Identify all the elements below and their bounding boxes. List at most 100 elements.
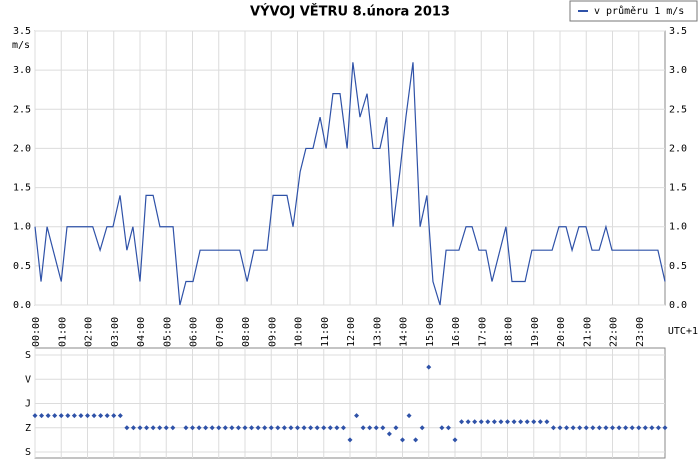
data-point <box>367 425 373 431</box>
x-tick-label: 23:00 <box>635 317 646 347</box>
legend-label: v průměru 1 m/s <box>594 5 684 17</box>
x-tick-label: 18:00 <box>504 317 515 347</box>
data-point <box>518 419 524 425</box>
data-point <box>222 425 228 431</box>
data-point <box>610 425 615 431</box>
x-tick-label: 06:00 <box>189 317 200 347</box>
data-point <box>564 425 570 431</box>
x-tick-label: 22:00 <box>609 317 620 347</box>
data-point <box>426 364 432 370</box>
x-tick-label: 05:00 <box>162 317 173 347</box>
data-point <box>255 425 261 431</box>
data-point <box>347 437 353 443</box>
data-point <box>281 425 287 431</box>
data-point <box>524 419 530 425</box>
data-point <box>268 425 274 431</box>
data-point <box>117 413 123 419</box>
data-point <box>413 437 419 443</box>
data-point <box>163 425 169 431</box>
data-point <box>577 425 583 431</box>
data-point <box>491 419 497 425</box>
data-point <box>137 425 143 431</box>
x-tick-label: 20:00 <box>556 317 567 347</box>
data-point <box>39 413 45 419</box>
y-tick-label: J <box>25 399 31 410</box>
y-tick-label: 0.0 <box>13 300 31 311</box>
data-point <box>373 425 379 431</box>
data-point <box>590 425 596 431</box>
data-point <box>249 425 255 431</box>
x-tick-label: 02:00 <box>84 317 95 347</box>
data-point <box>400 437 405 443</box>
data-point <box>537 419 543 425</box>
y2-tick-label: 1.0 <box>669 222 687 233</box>
data-point <box>71 413 77 419</box>
data-point <box>557 425 563 431</box>
data-point <box>472 419 478 425</box>
x-tick-label: 03:00 <box>110 317 121 347</box>
x-tick-label: 10:00 <box>294 317 305 347</box>
y2-tick-label: 3.0 <box>669 65 687 76</box>
data-point <box>544 419 550 425</box>
data-point <box>65 413 71 419</box>
data-point <box>111 413 117 419</box>
legend: v průměru 1 m/s <box>569 0 698 22</box>
x-tick-label: 17:00 <box>477 317 488 347</box>
data-point <box>229 425 235 431</box>
x-tick-label: 00:00 <box>31 317 42 347</box>
data-point <box>52 413 58 419</box>
data-point <box>295 425 300 431</box>
data-point <box>104 413 110 419</box>
data-point <box>655 425 661 431</box>
y-tick-label: 1.5 <box>13 183 31 194</box>
x-tick-label: 09:00 <box>267 317 278 347</box>
data-point <box>629 425 635 431</box>
data-point <box>511 419 517 425</box>
data-point <box>478 419 484 425</box>
data-point <box>91 413 97 419</box>
y-tick-label: 1.0 <box>13 222 31 233</box>
data-point <box>340 425 346 431</box>
x-tick-label: 08:00 <box>241 317 252 347</box>
data-point <box>406 413 412 419</box>
data-point <box>616 425 622 431</box>
y-tick-label: 3.0 <box>13 65 31 76</box>
data-point <box>209 425 215 431</box>
data-point <box>636 425 642 431</box>
data-point <box>623 425 629 431</box>
data-point <box>419 425 425 431</box>
data-point <box>550 425 556 431</box>
y2-tick-label: 2.0 <box>669 143 687 154</box>
x-tick-label: 14:00 <box>399 317 410 347</box>
data-point <box>170 425 176 431</box>
x-tick-label: 19:00 <box>530 317 541 347</box>
data-point <box>157 425 163 431</box>
data-point <box>321 425 327 431</box>
data-point <box>275 425 281 431</box>
data-point <box>459 419 465 425</box>
data-point <box>242 425 248 431</box>
data-point <box>124 425 130 431</box>
data-point <box>439 425 445 431</box>
data-point <box>498 419 504 425</box>
data-point <box>354 413 360 419</box>
data-point <box>196 425 202 431</box>
y-tick-label: 2.0 <box>13 143 31 154</box>
x-tick-label: 12:00 <box>346 317 357 347</box>
data-point <box>334 425 340 431</box>
x-tick-label: 11:00 <box>320 317 331 347</box>
data-point <box>144 425 150 431</box>
y-tick-label: 3.5 <box>13 26 31 37</box>
x-axis-label: UTC+1 <box>668 326 698 337</box>
data-point <box>150 425 156 431</box>
chart-title: VÝVOJ VĚTRU 8.února 2013 <box>250 4 450 20</box>
data-point <box>203 425 209 431</box>
data-point <box>98 413 104 419</box>
data-line <box>34 62 666 306</box>
y-tick-label: S <box>25 447 31 458</box>
data-point <box>583 425 589 431</box>
x-tick-label: 21:00 <box>582 317 593 347</box>
x-tick-label: 13:00 <box>372 317 383 347</box>
data-point <box>85 413 90 419</box>
